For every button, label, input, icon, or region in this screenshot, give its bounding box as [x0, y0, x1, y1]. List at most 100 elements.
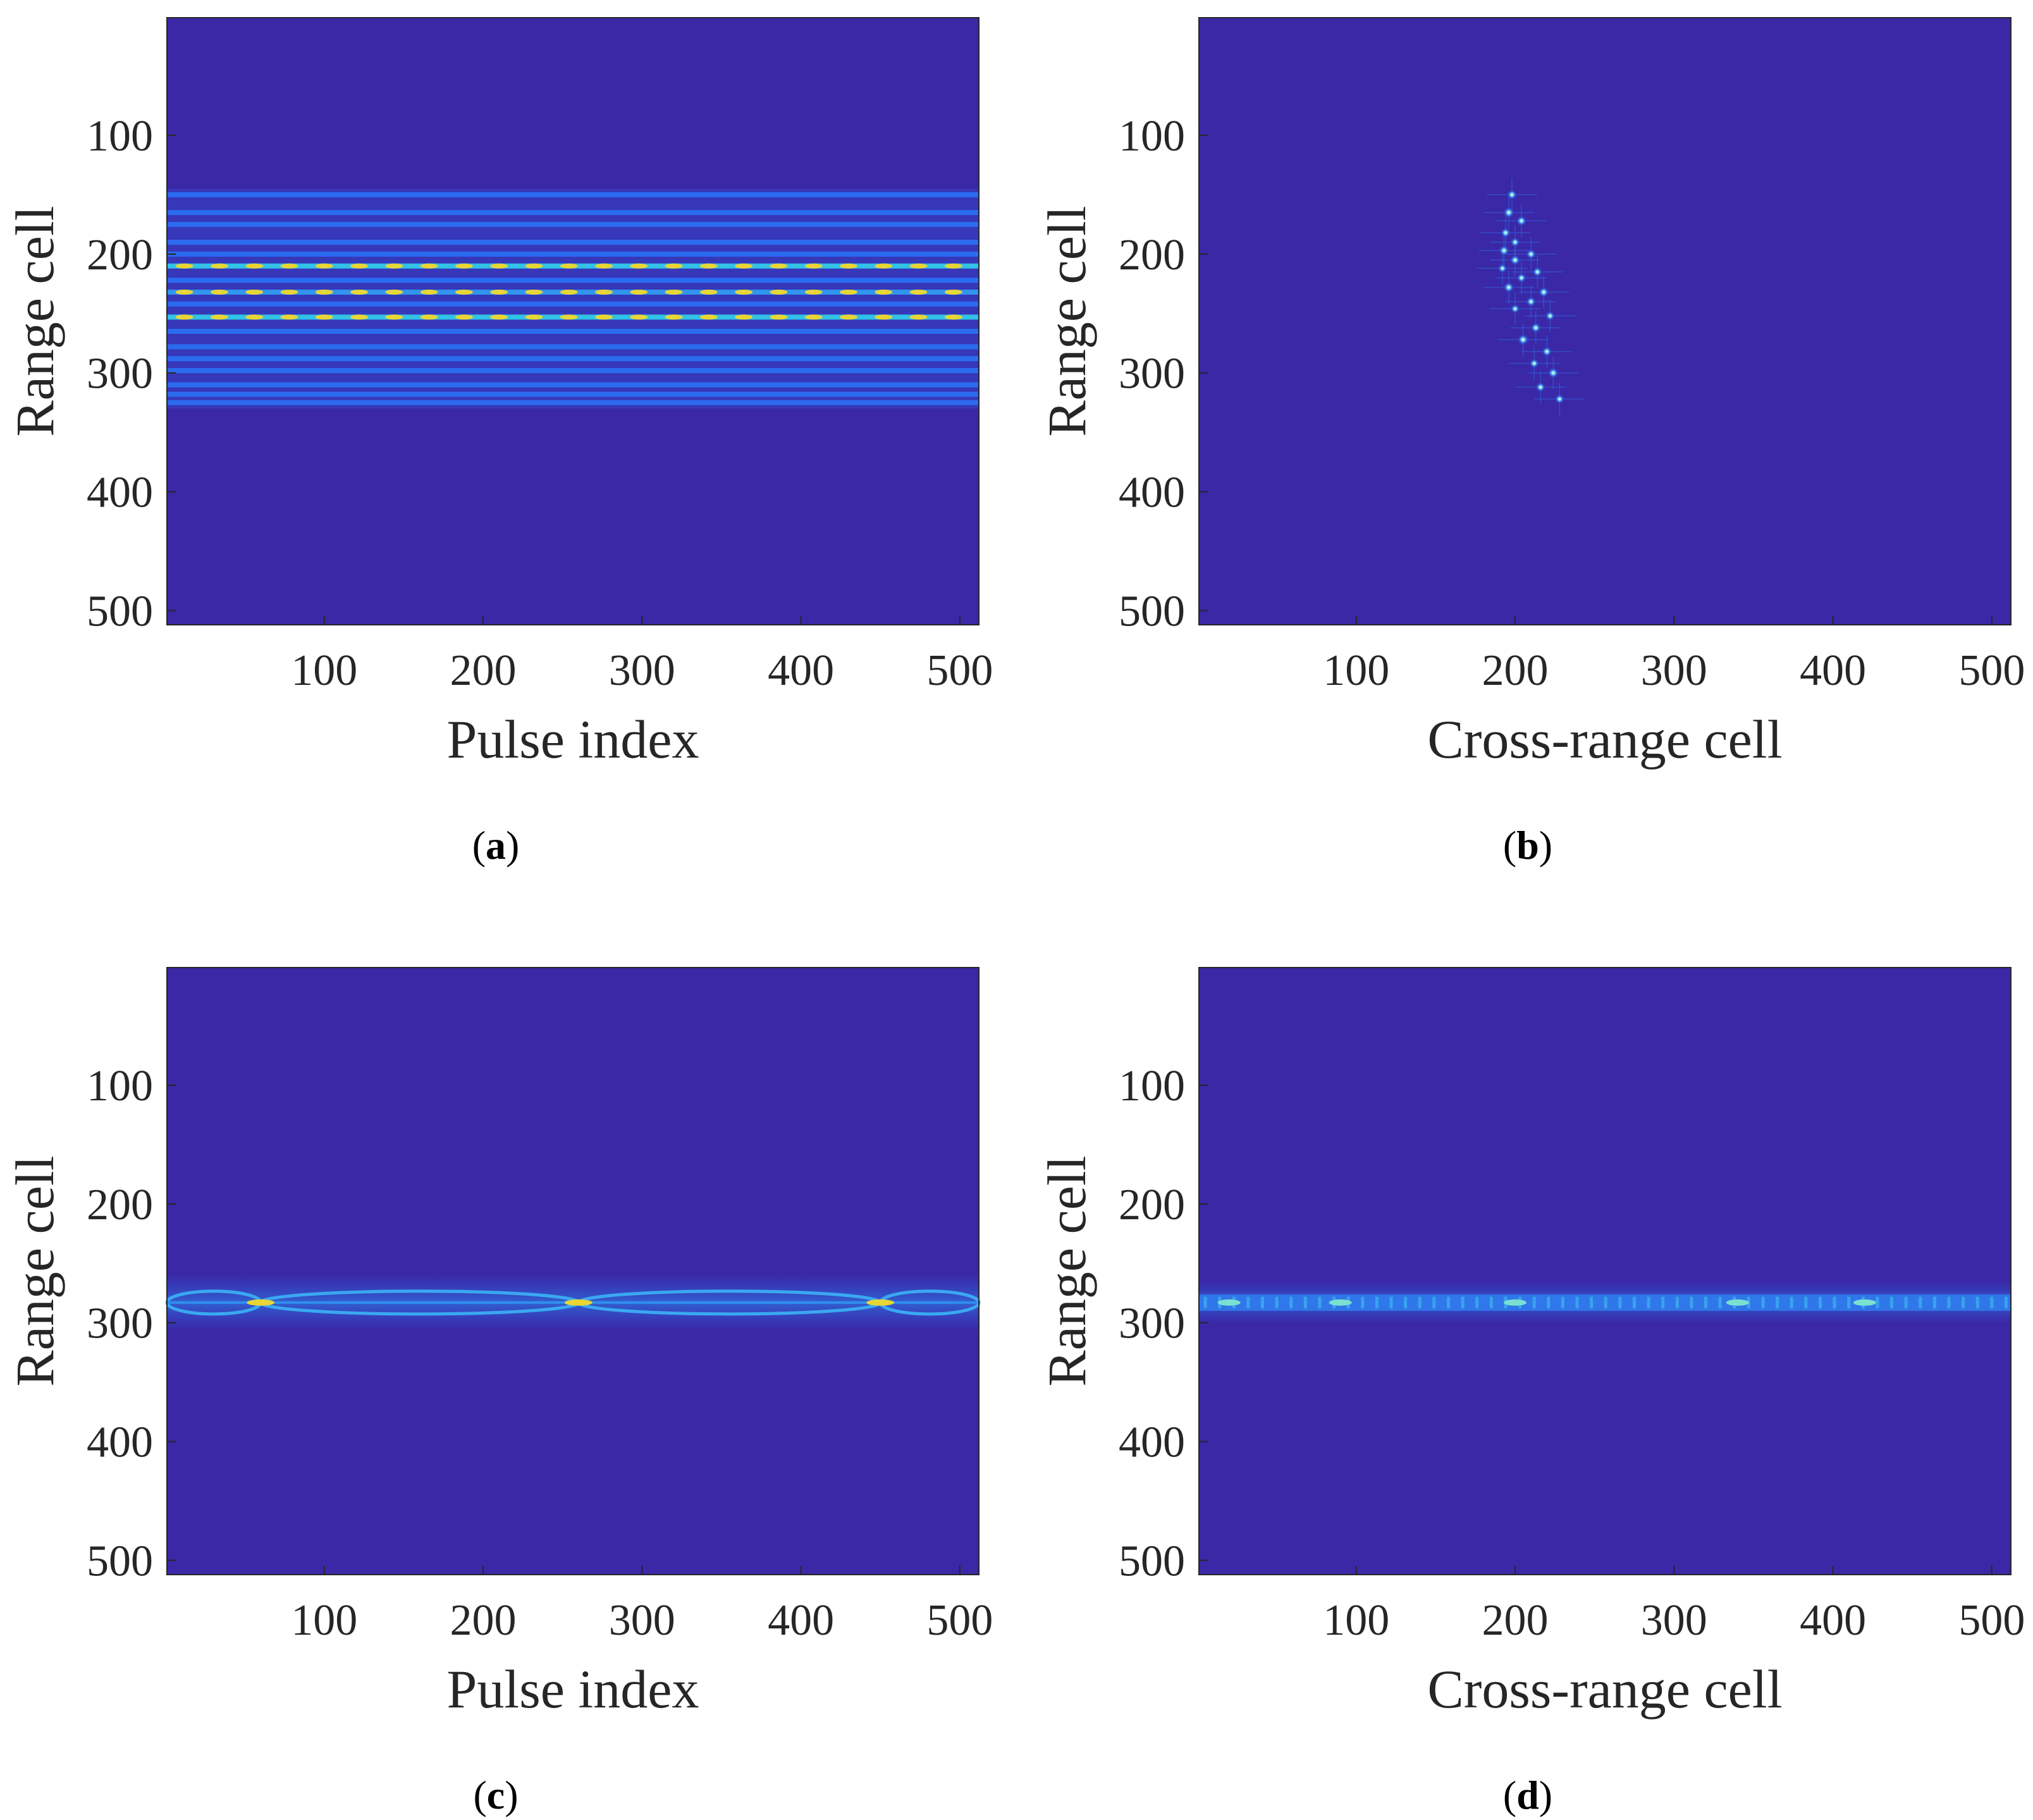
range-band [167, 251, 979, 257]
target-support-region [167, 188, 979, 409]
band-hotspot [315, 263, 333, 269]
band-hotspot [699, 314, 718, 320]
range-band [167, 356, 979, 362]
band-hotspot [770, 263, 788, 269]
caption-b: (b) [1503, 823, 1552, 868]
heatmap-layer-a [167, 188, 979, 409]
x-axis-label-b: Cross-range cell [1427, 709, 1782, 770]
band-texture [1904, 1296, 1908, 1308]
x-ticks-a: 100 200 300 400 500 [291, 616, 993, 695]
scatterer-point [1516, 273, 1526, 283]
x-ticks-b: 100 200 300 400 500 [1323, 616, 2025, 695]
band-hotspot [665, 314, 683, 320]
plot-area-c [167, 968, 979, 1575]
band-texture [1618, 1296, 1622, 1308]
band-texture [1532, 1296, 1536, 1308]
band-texture [1919, 1296, 1922, 1308]
band-hotspot [315, 314, 333, 320]
scatterer-point [1497, 263, 1508, 273]
band-texture [1289, 1296, 1293, 1308]
band-hotspot [420, 289, 438, 295]
band-hotspot [420, 263, 438, 269]
band-texture [1475, 1296, 1479, 1308]
band-texture [1604, 1296, 1607, 1308]
band-hotspot [280, 263, 298, 269]
band-hotspot [175, 263, 193, 269]
y-tick-label: 300 [1119, 1300, 1185, 1348]
plot-border-a [166, 17, 980, 625]
band-hotspot [804, 263, 823, 269]
band-hotspot [735, 314, 753, 320]
band-texture [1761, 1296, 1765, 1308]
band-texture [1818, 1296, 1822, 1308]
band-hotspot [699, 263, 718, 269]
band-hotspot [560, 314, 578, 320]
band-hotspot [490, 263, 508, 269]
scatterer-point [1545, 311, 1556, 321]
y-ticks-a: 100 200 300 400 500 [87, 112, 176, 636]
band-hotspot [1217, 1299, 1241, 1306]
scatterer-point [1542, 346, 1552, 357]
band-texture [1246, 1296, 1250, 1308]
plot-area-b [1199, 18, 2011, 625]
band-texture [1790, 1296, 1793, 1308]
scatterer-point [1525, 249, 1537, 260]
y-tick-label: 500 [87, 587, 153, 636]
caption-d: (d) [1503, 1773, 1552, 1817]
band-hotspot [944, 263, 962, 269]
x-tick-label: 300 [609, 1596, 675, 1645]
scatterer-point [1510, 304, 1520, 314]
band-hotspot [1329, 1299, 1352, 1306]
y-ticks-b: 100 200 300 400 500 [1119, 112, 1208, 636]
y-tick-label: 100 [87, 1062, 153, 1110]
x-axis-label-c: Pulse index [447, 1659, 699, 1719]
band-texture [1489, 1296, 1493, 1308]
y-tick-label: 200 [87, 1181, 153, 1229]
band-texture [1690, 1296, 1693, 1308]
band-hotspot [944, 289, 962, 295]
panel-d: 100 200 300 400 500 100 200 300 400 500 Cross-ra… [1036, 967, 2025, 1817]
scatterer-point [1498, 245, 1510, 257]
band-hotspot [525, 289, 543, 295]
range-band [167, 328, 979, 334]
x-tick-label: 400 [1800, 1596, 1866, 1645]
y-tick-label: 200 [1119, 231, 1185, 280]
x-axis-label-a: Pulse index [447, 709, 699, 770]
band-texture [1947, 1296, 1951, 1308]
scatterer-point [1525, 296, 1537, 307]
band-hotspot [735, 289, 753, 295]
band-texture [1361, 1296, 1365, 1308]
x-tick-label: 200 [1482, 1596, 1549, 1645]
y-tick-label: 500 [87, 1537, 153, 1585]
y-axis-label-c: Range cell [4, 1155, 65, 1386]
band-hotspot [245, 289, 264, 295]
plot-border-c [166, 967, 980, 1575]
scatterer-point [1529, 358, 1540, 369]
band-texture [1833, 1296, 1836, 1308]
band-hotspot [770, 314, 788, 320]
band-hotspot [385, 289, 403, 295]
band-hotspot [385, 314, 403, 320]
caption-letter-d: d [1516, 1773, 1539, 1817]
scatterer-point [1506, 189, 1518, 200]
x-tick-label: 200 [1482, 646, 1549, 695]
x-tick-label: 200 [450, 646, 517, 695]
x-tick-label: 100 [1323, 1596, 1389, 1645]
panel-c: 100 200 300 400 500 100 200 300 400 500 Pulse in… [4, 967, 993, 1817]
band-texture [1990, 1296, 1994, 1308]
band-hotspot [455, 314, 473, 320]
x-ticks-c: 100 200 300 400 500 [291, 1566, 993, 1645]
x-tick-label: 500 [1958, 646, 2025, 695]
caption-letter-a: a [486, 823, 506, 868]
band-hotspot [665, 289, 683, 295]
x-tick-label: 400 [768, 1596, 834, 1645]
band-texture [1275, 1296, 1279, 1308]
band-hotspot [420, 314, 438, 320]
y-ticks-d: 100 200 300 400 500 [1119, 1062, 1208, 1585]
x-tick-label: 400 [1800, 646, 1866, 695]
range-band [167, 382, 979, 388]
y-tick-label: 400 [1119, 469, 1185, 517]
range-band [167, 400, 979, 405]
band-hotspot [594, 314, 613, 320]
